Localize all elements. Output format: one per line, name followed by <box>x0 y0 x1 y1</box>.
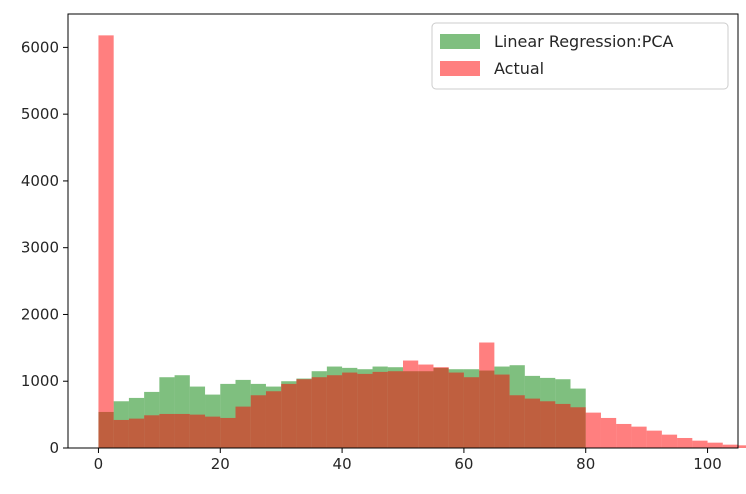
x-tick-label-3: 60 <box>454 455 473 473</box>
bar-actual-4 <box>159 413 175 448</box>
y-tick-label-3: 3000 <box>21 239 59 257</box>
bar-actual-25 <box>479 342 495 448</box>
bar-actual-8 <box>220 417 236 448</box>
bar-actual-15 <box>326 375 343 448</box>
bar-actual-29 <box>540 401 556 448</box>
bar-actual-6 <box>189 414 206 448</box>
bar-actual-24 <box>463 377 480 448</box>
bar-actual-22 <box>433 367 449 448</box>
bar-actual-2 <box>128 418 145 448</box>
y-tick-label-6: 6000 <box>21 38 59 56</box>
legend-swatch-linear-regression-pca <box>440 34 480 49</box>
bar-actual-36 <box>646 430 662 448</box>
bar-actual-7 <box>205 416 221 448</box>
bar-actual-12 <box>281 383 297 448</box>
bar-actual-39 <box>692 440 708 448</box>
bar-actual-32 <box>585 412 601 448</box>
legend-label-actual: Actual <box>494 59 544 78</box>
x-tick-label-0: 0 <box>94 455 104 473</box>
bar-actual-28 <box>524 398 541 448</box>
x-tick-label-4: 80 <box>576 455 595 473</box>
bar-actual-13 <box>296 379 312 448</box>
y-tick-label-0: 0 <box>49 439 59 457</box>
y-tick-label-1: 1000 <box>21 372 59 390</box>
bar-actual-37 <box>661 434 678 448</box>
bar-actual-9 <box>235 406 251 448</box>
bars-layer <box>98 35 746 449</box>
x-tick-label-2: 40 <box>333 455 352 473</box>
bar-actual-38 <box>677 437 693 448</box>
legend-label-linear-regression-pca: Linear Regression:PCA <box>494 32 674 51</box>
bar-actual-0 <box>98 35 114 449</box>
bar-actual-40 <box>707 442 723 448</box>
bar-actual-1 <box>113 419 129 448</box>
y-tick-label-4: 4000 <box>21 172 59 190</box>
bar-actual-20 <box>403 360 419 448</box>
bar-actual-16 <box>342 372 358 448</box>
bar-actual-30 <box>555 403 571 448</box>
bar-actual-31 <box>570 407 586 448</box>
bar-actual-17 <box>357 373 373 448</box>
x-tick-label-5: 100 <box>693 455 722 473</box>
bar-actual-10 <box>250 395 266 448</box>
bar-actual-21 <box>418 364 434 448</box>
y-tick-label-2: 2000 <box>21 305 59 323</box>
legend: Linear Regression:PCA Actual <box>431 22 729 90</box>
legend-swatch-actual <box>440 61 480 76</box>
bar-actual-34 <box>616 423 632 448</box>
bar-actual-5 <box>174 413 190 448</box>
bar-actual-41 <box>722 444 738 448</box>
bar-actual-14 <box>311 377 327 448</box>
legend-box <box>431 22 729 90</box>
series-1-bars <box>98 35 746 449</box>
bar-actual-33 <box>600 417 617 448</box>
plot-frame <box>67 13 739 449</box>
bar-actual-26 <box>494 374 510 448</box>
y-axis: 0 1000 2000 3000 4000 5000 6000 <box>21 38 68 457</box>
x-tick-label-1: 20 <box>211 455 230 473</box>
bar-actual-42 <box>738 445 746 448</box>
bar-actual-18 <box>372 371 388 448</box>
bar-actual-35 <box>631 426 647 448</box>
bar-actual-3 <box>144 415 160 448</box>
bar-actual-23 <box>448 372 464 448</box>
x-axis: 0 20 40 60 80 100 <box>94 448 722 473</box>
bar-actual-11 <box>265 391 282 448</box>
bar-actual-27 <box>509 395 525 448</box>
y-tick-label-5: 5000 <box>21 105 59 123</box>
bar-actual-19 <box>387 371 403 448</box>
